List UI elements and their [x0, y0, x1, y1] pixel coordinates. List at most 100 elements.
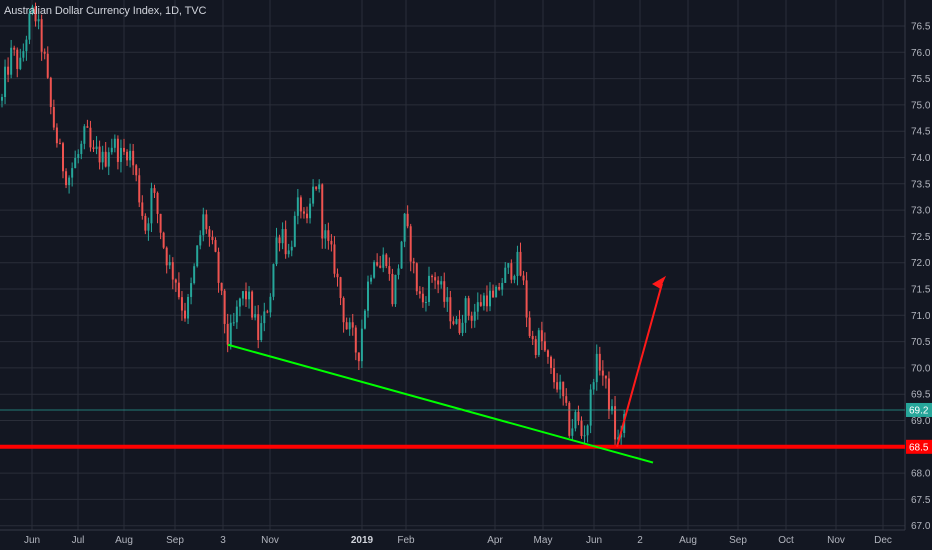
candle-body — [428, 275, 430, 303]
candle-body — [174, 279, 177, 283]
y-tick-label: 71.0 — [911, 311, 931, 322]
candle-body — [312, 186, 315, 204]
candle-body — [254, 314, 257, 318]
candle-body — [22, 51, 25, 58]
candle-body — [504, 267, 507, 283]
x-tick-label: Aug — [115, 535, 133, 546]
y-tick-label: 76.5 — [911, 22, 931, 33]
trendline[interactable] — [227, 343, 654, 464]
candle-body — [501, 282, 504, 290]
candle-body — [336, 273, 339, 278]
candle-body — [92, 147, 95, 149]
candle-body — [211, 236, 214, 241]
candle-body — [248, 291, 251, 300]
candle-body — [156, 192, 159, 214]
candle-body — [550, 356, 552, 369]
candle-body — [403, 213, 406, 242]
candle-body — [388, 266, 391, 274]
candle-body — [318, 184, 321, 190]
candle-body — [601, 370, 604, 376]
candle-body — [354, 327, 357, 353]
candle-body — [193, 266, 196, 284]
projection-arrow[interactable] — [616, 283, 663, 448]
candle-body — [284, 229, 287, 255]
candle-body — [10, 47, 13, 75]
candle-body — [373, 262, 376, 278]
candle-body — [339, 277, 342, 298]
candle-body — [184, 310, 186, 319]
candle-body — [540, 330, 543, 342]
candle-body — [614, 406, 617, 440]
candle-body — [89, 127, 92, 148]
candle-body — [556, 382, 559, 390]
candle-body — [370, 277, 373, 282]
candle-body — [232, 322, 235, 324]
candle-body — [553, 368, 556, 383]
candle-body — [74, 157, 77, 169]
candle-body — [470, 315, 473, 321]
candle-body — [580, 420, 583, 436]
x-tick-label: Sep — [166, 535, 184, 546]
candle-body — [360, 328, 363, 362]
candle-body — [52, 106, 55, 128]
candle-body — [565, 396, 568, 403]
candle-body — [101, 151, 104, 163]
candle-body — [129, 150, 132, 161]
candle-body — [400, 241, 403, 269]
y-tick-label: 70.0 — [911, 363, 931, 374]
candle-body — [327, 230, 330, 241]
candle-body — [568, 402, 571, 436]
candle-body — [293, 215, 296, 247]
candle-body — [516, 251, 519, 277]
candle-body — [214, 240, 217, 252]
candle-body — [571, 428, 574, 436]
candle-body — [586, 425, 589, 436]
candle-body — [77, 154, 80, 158]
candle-body — [525, 280, 528, 318]
candle-body — [4, 66, 7, 98]
candle-body — [180, 297, 183, 311]
candle-body — [452, 321, 455, 324]
support-price-badge — [906, 439, 932, 454]
y-tick-label: 68.0 — [911, 469, 931, 480]
candle-body — [7, 66, 10, 75]
candle-body — [217, 251, 220, 283]
candle-body — [251, 291, 254, 318]
candle-body — [1, 97, 3, 101]
y-tick-label: 70.5 — [911, 337, 931, 348]
candle-body — [424, 302, 427, 304]
candle-body — [187, 296, 190, 319]
candle-body — [376, 262, 379, 266]
candle-body — [534, 339, 537, 356]
candle-body — [367, 281, 369, 311]
candle-body — [315, 186, 318, 190]
candle-body — [126, 151, 129, 161]
x-tick-label: 3 — [220, 535, 226, 546]
candle-body — [464, 298, 467, 323]
x-tick-label: Jun — [586, 535, 602, 546]
candle-body — [86, 126, 89, 128]
candle-body — [28, 13, 31, 40]
candle-body — [321, 184, 324, 239]
candle-body — [65, 171, 68, 186]
candle-body — [153, 188, 156, 193]
candle-body — [281, 229, 284, 244]
candle-body — [455, 318, 458, 324]
candle-body — [406, 213, 409, 227]
candle-body — [385, 254, 388, 267]
candle-body — [208, 229, 211, 237]
candle-body — [135, 165, 138, 176]
candle-body — [357, 352, 360, 362]
y-tick-label: 71.5 — [911, 285, 931, 296]
candle-body — [479, 302, 482, 306]
y-tick-label: 76.0 — [911, 48, 931, 59]
arrow-head — [652, 275, 667, 289]
candle-body — [543, 341, 546, 351]
candle-body — [98, 146, 101, 163]
candle-body — [275, 237, 278, 265]
candle-body — [290, 246, 293, 251]
x-tick-label: Aug — [679, 535, 697, 546]
y-tick-label: 69.5 — [911, 390, 931, 401]
candle-body — [272, 264, 275, 297]
